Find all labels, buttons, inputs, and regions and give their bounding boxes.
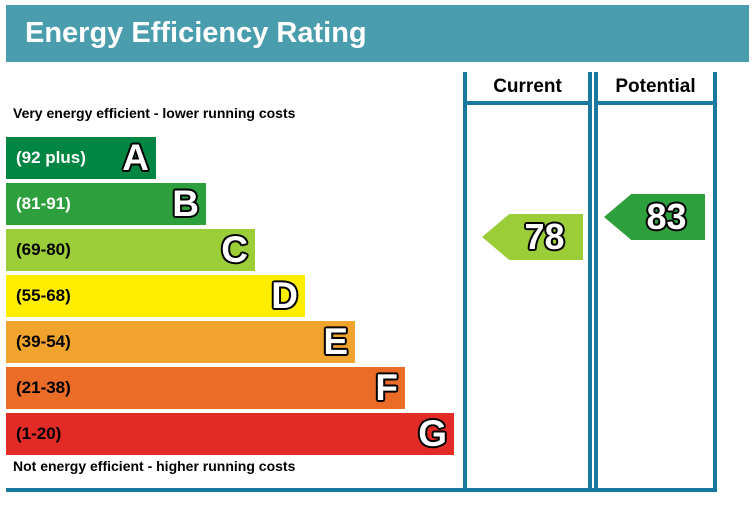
band-range-label: (81-91): [16, 194, 71, 213]
band-row-a: (92 plus) A: [6, 137, 156, 179]
band-letter: E: [323, 321, 348, 362]
current-column: Current: [463, 72, 592, 492]
top-caption: Very energy efficient - lower running co…: [13, 105, 296, 121]
band-row-e: (39-54) E: [6, 321, 355, 363]
band-letter: G: [418, 413, 447, 454]
band-letter: A: [122, 137, 149, 178]
current-column-header: Current: [467, 72, 588, 105]
rating-bands: (92 plus) A (81-91) B (69-80) C (55-68) D (39-54…: [6, 137, 454, 459]
current-rating-value: 78: [524, 216, 565, 257]
band-row-g: (1-20) G: [6, 413, 454, 455]
band-range-label: (21-38): [16, 378, 71, 397]
band-range-label: (92 plus): [16, 148, 86, 167]
potential-column: Potential: [594, 72, 717, 492]
band-row-d: (55-68) D: [6, 275, 305, 317]
bottom-border-line: [6, 488, 717, 492]
potential-column-header: Potential: [598, 72, 713, 105]
band-range-label: (39-54): [16, 332, 71, 351]
potential-rating-value: 83: [646, 196, 687, 237]
band-range-label: (69-80): [16, 240, 71, 259]
band-letter: F: [375, 367, 398, 408]
band-range-label: (55-68): [16, 286, 71, 305]
band-letter: D: [271, 275, 298, 316]
band-row-c: (69-80) C: [6, 229, 255, 271]
band-letter: C: [221, 229, 248, 270]
chart-title-band: Energy Efficiency Rating: [6, 5, 749, 62]
band-row-f: (21-38) F: [6, 367, 405, 409]
chart-title: Energy Efficiency Rating: [25, 17, 367, 49]
band-range-label: (1-20): [16, 424, 62, 443]
band-letter: B: [172, 183, 199, 224]
band-row-b: (81-91) B: [6, 183, 206, 225]
bottom-caption: Not energy efficient - higher running co…: [13, 458, 296, 474]
